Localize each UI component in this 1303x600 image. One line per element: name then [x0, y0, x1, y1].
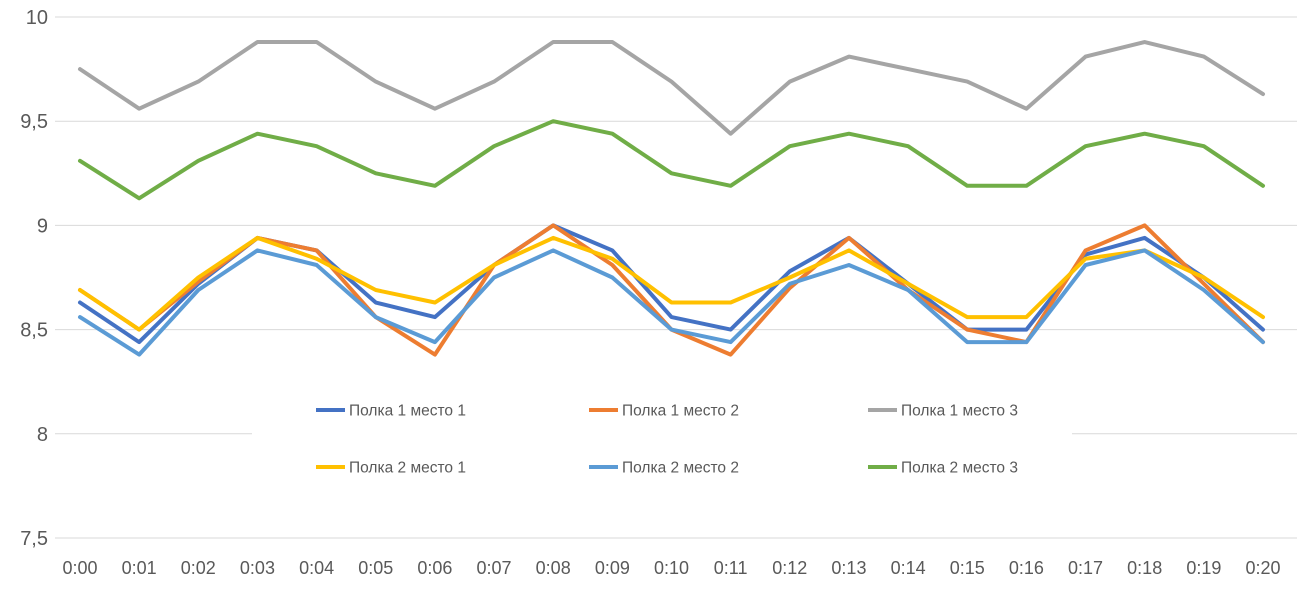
legend-label: Полка 1 место 2	[622, 403, 739, 420]
x-axis-tick-label: 0:20	[1245, 558, 1280, 578]
x-axis-tick-label: 0:04	[299, 558, 334, 578]
legend-label: Полка 1 место 3	[901, 403, 1018, 420]
x-axis-tick-label: 0:06	[417, 558, 452, 578]
x-axis-tick-label: 0:07	[477, 558, 512, 578]
series-line-5	[78, 248, 1265, 357]
legend-label: Полка 2 место 3	[901, 460, 1018, 477]
x-axis-tick-label: 0:11	[714, 558, 748, 578]
x-axis-tick-label: 0:17	[1068, 558, 1103, 578]
series-line-4	[78, 235, 1265, 332]
x-axis-tick-label: 0:14	[891, 558, 926, 578]
x-axis-tick-label: 0:12	[772, 558, 807, 578]
x-axis-tick-label: 0:05	[358, 558, 393, 578]
x-axis-tick-label: 0:02	[181, 558, 216, 578]
x-axis-tick-label: 0:08	[536, 558, 571, 578]
series-line-1	[78, 223, 1265, 345]
x-axis-tick-label: 0:13	[831, 558, 866, 578]
x-axis-tick-label: 0:18	[1127, 558, 1162, 578]
x-axis-tick-label: 0:03	[240, 558, 275, 578]
series-line-3	[78, 40, 1265, 136]
x-axis-tick-label: 0:00	[62, 558, 97, 578]
y-axis-tick-label: 9,5	[20, 111, 48, 133]
legend-label: Полка 1 место 1	[349, 403, 466, 420]
y-axis-tick-label: 8	[37, 424, 48, 446]
x-axis-tick-label: 0:19	[1186, 558, 1221, 578]
x-axis-tick-label: 0:09	[595, 558, 630, 578]
legend-background	[252, 386, 1072, 482]
x-axis-tick-label: 0:10	[654, 558, 689, 578]
x-axis-tick-label: 0:01	[122, 558, 157, 578]
y-axis-tick-label: 10	[26, 7, 48, 29]
y-axis-tick-label: 7,5	[20, 528, 48, 550]
y-axis-tick-label: 9	[37, 215, 48, 237]
y-axis-tick-label: 8,5	[20, 320, 48, 342]
legend-label: Полка 2 место 1	[349, 460, 466, 477]
x-axis-tick-label: 0:15	[950, 558, 985, 578]
series-line-6	[78, 119, 1265, 201]
series-line-2	[78, 223, 1265, 357]
x-axis-tick-label: 0:16	[1009, 558, 1044, 578]
legend-label: Полка 2 место 2	[622, 460, 739, 477]
